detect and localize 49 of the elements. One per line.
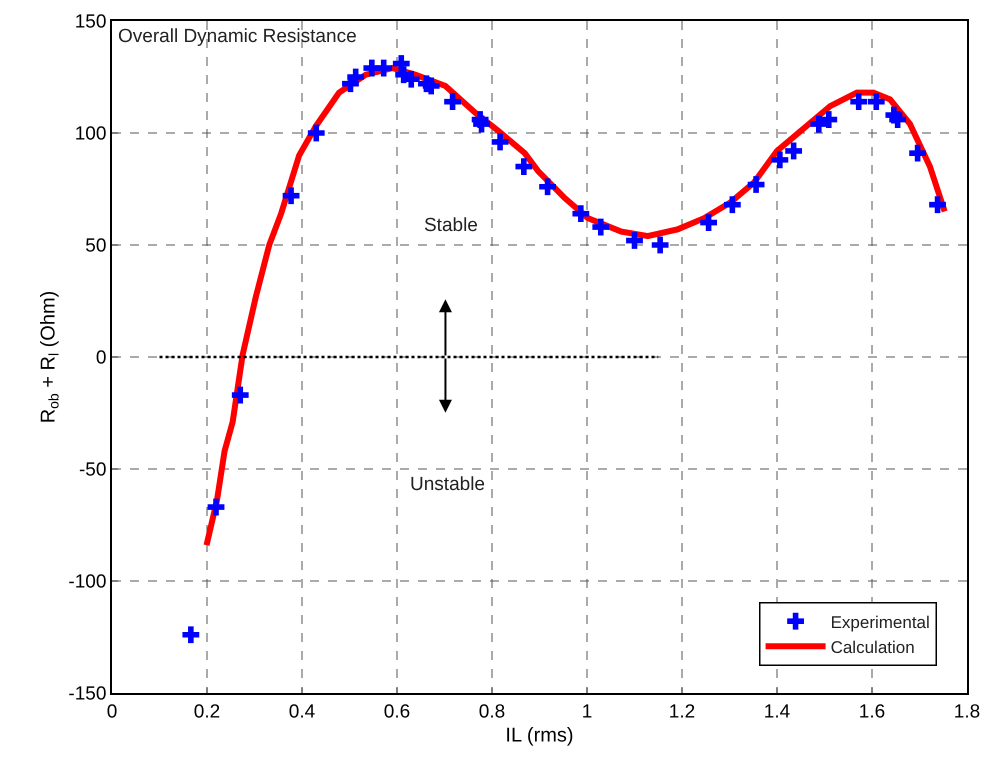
point bbox=[785, 142, 802, 160]
point bbox=[232, 386, 249, 404]
point bbox=[515, 158, 532, 175]
point bbox=[539, 178, 556, 196]
point bbox=[820, 111, 838, 128]
annotation: Stable bbox=[424, 215, 478, 236]
legend-label: Calculation bbox=[830, 638, 915, 657]
point bbox=[492, 134, 508, 150]
point bbox=[375, 60, 392, 76]
point bbox=[868, 93, 885, 110]
x-tick-label: 0.4 bbox=[288, 702, 316, 723]
x-tick-label: 1.2 bbox=[668, 702, 696, 723]
point bbox=[282, 187, 300, 204]
point bbox=[592, 218, 610, 236]
point bbox=[473, 116, 490, 132]
y-tick-label: 150 bbox=[74, 12, 106, 33]
x-tick-label: 1 bbox=[582, 702, 592, 723]
y-tick-label: 0 bbox=[96, 348, 106, 369]
point bbox=[771, 151, 788, 168]
point bbox=[700, 214, 717, 231]
point bbox=[909, 144, 926, 162]
y-tick-label: 50 bbox=[85, 236, 106, 257]
point bbox=[724, 196, 741, 214]
x-tick-label: 0.8 bbox=[478, 702, 506, 723]
point bbox=[444, 93, 461, 110]
chart-title: Overall Dynamic Resistance bbox=[118, 26, 357, 47]
point bbox=[422, 78, 440, 94]
x-tick-label: 1.8 bbox=[954, 702, 980, 723]
point bbox=[182, 626, 200, 644]
y-tick-label: -50 bbox=[78, 460, 106, 481]
point bbox=[626, 232, 643, 249]
point bbox=[652, 236, 669, 254]
point bbox=[850, 93, 868, 110]
legend-label: Experimental bbox=[830, 612, 930, 632]
x-tick-label: 1.4 bbox=[764, 702, 791, 723]
point bbox=[208, 498, 224, 516]
x-tick-label: 1.6 bbox=[858, 702, 886, 723]
annotation: Unstable bbox=[410, 474, 485, 495]
point bbox=[889, 111, 906, 128]
point bbox=[929, 196, 946, 214]
y-tick-label: -100 bbox=[68, 572, 106, 593]
point bbox=[748, 176, 764, 193]
point bbox=[572, 205, 590, 222]
y-tick-label: 100 bbox=[74, 124, 106, 145]
y-tick-label: -150 bbox=[68, 684, 106, 705]
x-tick-label: 0.2 bbox=[194, 702, 220, 723]
x-axis-title: IL (rms) bbox=[505, 724, 574, 747]
point bbox=[308, 124, 325, 142]
x-tick-label: 0.6 bbox=[384, 702, 410, 723]
